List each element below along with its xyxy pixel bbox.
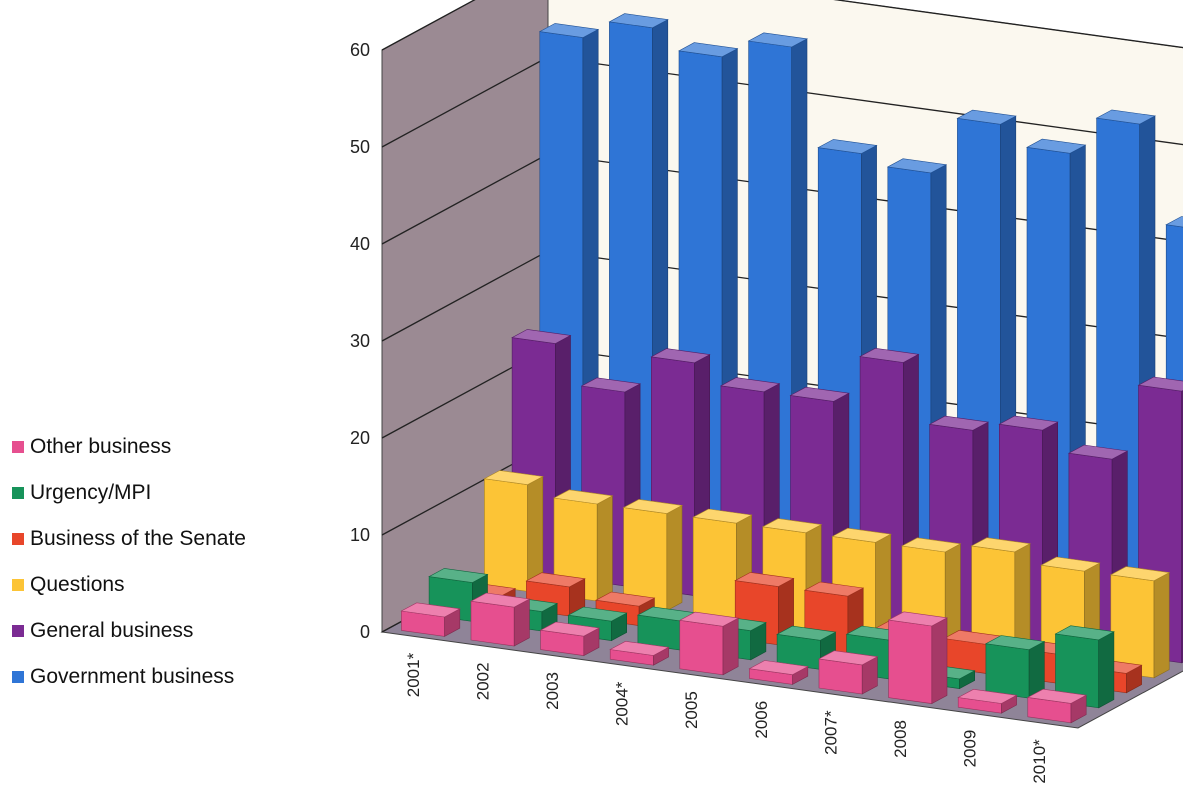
y-tick-label: 40 (350, 234, 370, 254)
bar (400, 602, 461, 637)
x-tick-label: 2004* (613, 681, 632, 726)
x-tick-label: 2007* (821, 710, 840, 755)
legend-swatch (12, 625, 24, 637)
bar (748, 660, 809, 685)
x-tick-label: 2002 (473, 662, 492, 700)
legend-label: General business (30, 619, 194, 642)
y-tick-label: 30 (350, 331, 370, 351)
bar (609, 640, 670, 666)
x-tick-label: 2006 (752, 701, 771, 739)
legend-item: Government business (12, 654, 322, 700)
bar (622, 499, 683, 612)
legend-item: Urgency/MPI (12, 470, 322, 516)
legend-item: General business (12, 608, 322, 654)
legend: Other business Urgency/MPI Business of the… (12, 424, 322, 700)
legend-item: Business of the Senate (12, 516, 322, 562)
legend-swatch (12, 487, 24, 499)
x-tick-label: 2005 (682, 691, 701, 729)
x-tick-label: 2003 (543, 672, 562, 710)
y-tick-label: 50 (350, 137, 370, 157)
legend-swatch (12, 441, 24, 453)
bar (483, 470, 544, 592)
bars (400, 13, 1183, 724)
x-tick-label: 2008 (891, 720, 910, 758)
bar (970, 537, 1031, 660)
x-axis-ticks: 2001* 2002 2003 2004* 2005 2006 2007* 2008 2009 2… (404, 652, 1049, 783)
bar (539, 621, 600, 657)
legend-label: Urgency/MPI (30, 481, 152, 504)
legend-item: Questions (12, 562, 322, 608)
x-tick-label: 2009 (961, 730, 980, 768)
bar (734, 572, 795, 646)
y-tick-label: 0 (360, 622, 370, 642)
gridline (381, 0, 476, 51)
bar (1026, 688, 1088, 724)
bar (1054, 625, 1115, 709)
bar (984, 635, 1046, 699)
gridline (833, 0, 1183, 49)
gridline (381, 153, 549, 245)
legend-label: Other business (30, 435, 172, 458)
bar (887, 611, 948, 705)
legend-swatch (12, 533, 24, 545)
y-tick-label: 10 (350, 525, 370, 545)
legend-item: Other business (12, 424, 322, 470)
gridline (381, 56, 549, 148)
bar (678, 611, 740, 676)
bar (470, 592, 531, 647)
bar (553, 489, 614, 602)
gridline (381, 250, 549, 342)
y-axis-ticks: 0 10 20 30 40 50 60 (350, 40, 370, 642)
y-tick-label: 20 (350, 428, 370, 448)
bar (818, 650, 879, 695)
legend-swatch (12, 579, 24, 591)
x-tick-label: 2010* (1030, 739, 1049, 784)
legend-label: Business of the Senate (30, 527, 246, 550)
x-tick-label: 2001* (404, 652, 423, 697)
legend-label: Government business (30, 665, 235, 688)
y-tick-label: 60 (350, 40, 370, 60)
legend-swatch (12, 671, 24, 683)
bar (957, 688, 1018, 714)
bar (1109, 566, 1171, 679)
legend-label: Questions (30, 573, 125, 596)
